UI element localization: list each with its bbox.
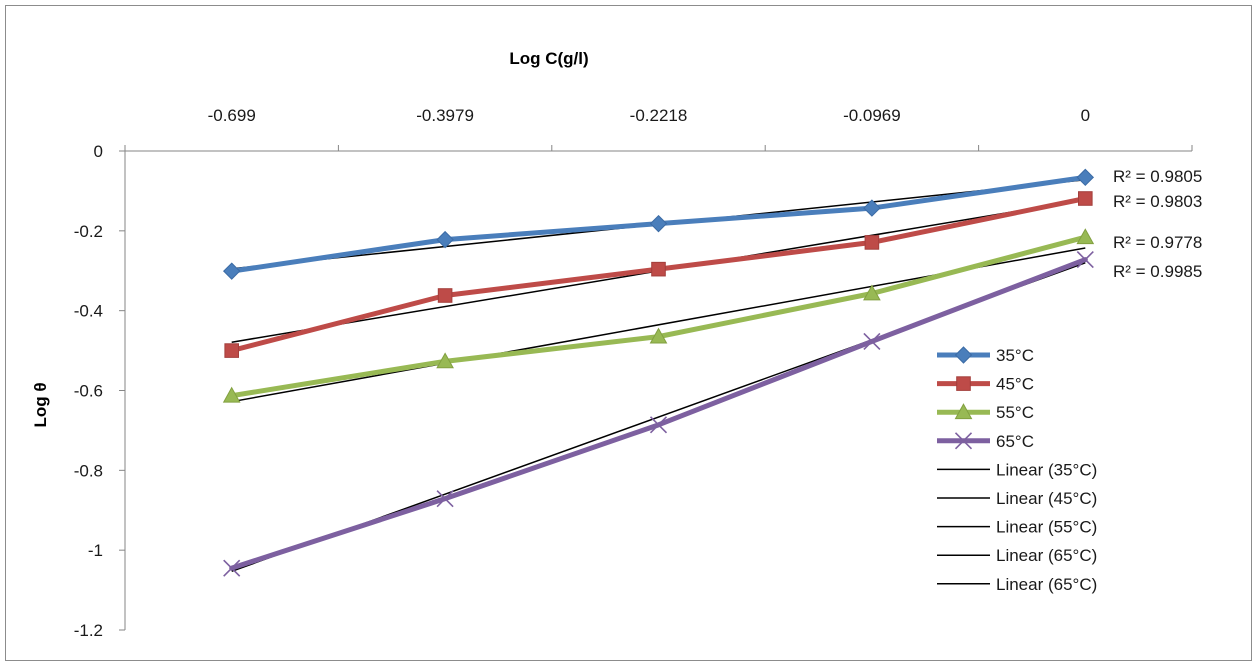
r2-label: R² = 0.9985 — [1113, 262, 1202, 281]
x-axis-title: Log C(g/l) — [509, 49, 588, 68]
axes: 0 -0.2 -0.4 -0.6 -0.8 -1 -1.2 -0.699 -0.3979 -0.2… — [74, 106, 1193, 640]
y-tick-label: -1 — [88, 541, 103, 560]
series-layer — [222, 168, 1095, 577]
triangle-marker — [954, 403, 973, 420]
diamond-marker — [1076, 168, 1095, 187]
r2-label: R² = 0.9805 — [1113, 167, 1202, 186]
y-tick-label: 0 — [94, 142, 103, 161]
x-marker — [436, 490, 454, 508]
square-marker — [956, 376, 971, 391]
diamond-marker — [222, 262, 241, 280]
legend-label: Linear (35°C) — [996, 460, 1097, 479]
legend-label: 35°C — [996, 346, 1034, 365]
diamond-marker — [649, 214, 668, 233]
x-marker-stroke — [954, 432, 973, 450]
legend-label: Linear (55°C) — [996, 518, 1097, 537]
x-marker — [863, 332, 881, 350]
legend-label: Linear (45°C) — [996, 489, 1097, 508]
y-tick-label: -0.4 — [74, 302, 103, 321]
diamond-marker — [863, 199, 881, 217]
y-tick-label: -0.2 — [74, 222, 103, 241]
x-marker-stroke — [649, 416, 668, 434]
triangle-marker — [1076, 228, 1095, 245]
triangle-marker — [222, 386, 241, 403]
x-marker — [649, 416, 668, 434]
y-axis-title: Log θ — [31, 382, 50, 427]
r2-label: R² = 0.9803 — [1113, 192, 1202, 211]
x-marker-stroke — [863, 332, 881, 350]
x-tick-label: 0 — [1081, 106, 1090, 125]
square-marker — [437, 288, 453, 303]
x-marker — [223, 559, 241, 577]
r2-label: R² = 0.9778 — [1113, 233, 1202, 252]
x-marker — [954, 432, 973, 450]
x-tick-label: -0.3979 — [416, 106, 474, 125]
y-tick-label: -0.6 — [74, 382, 103, 401]
diamond-marker — [436, 230, 454, 249]
square-marker — [864, 235, 880, 250]
chart-frame — [5, 5, 1252, 661]
square-marker — [651, 261, 666, 277]
x-marker-stroke — [1076, 251, 1094, 269]
square-marker — [1078, 191, 1093, 206]
diamond-marker — [954, 346, 973, 364]
legend-label: 65°C — [996, 432, 1034, 451]
legend-label: 55°C — [996, 403, 1034, 422]
triangle-marker — [863, 284, 881, 301]
triangle-marker — [436, 352, 454, 369]
x-marker-stroke — [223, 559, 241, 577]
x-tick-label: -0.0969 — [843, 106, 901, 125]
legend-label: Linear (65°C) — [996, 546, 1097, 565]
square-marker — [224, 343, 239, 358]
r2-labels: R² = 0.9805 R² = 0.9803 R² = 0.9778 R² = 0.… — [1113, 167, 1202, 281]
y-tick-label: -1.2 — [74, 621, 103, 640]
y-tick-label: -0.8 — [74, 461, 103, 480]
x-tick-label: -0.2218 — [630, 106, 688, 125]
legend-label: 45°C — [996, 375, 1034, 394]
x-marker-stroke — [436, 490, 454, 508]
triangle-marker — [649, 327, 668, 344]
x-marker — [1076, 251, 1094, 269]
legend-label: Linear (65°C) — [996, 575, 1097, 594]
x-tick-label: -0.699 — [208, 106, 256, 125]
legend: 35°C 45°C 55°C 65°C Linear (35°C) Linear (45°… — [937, 346, 1097, 594]
